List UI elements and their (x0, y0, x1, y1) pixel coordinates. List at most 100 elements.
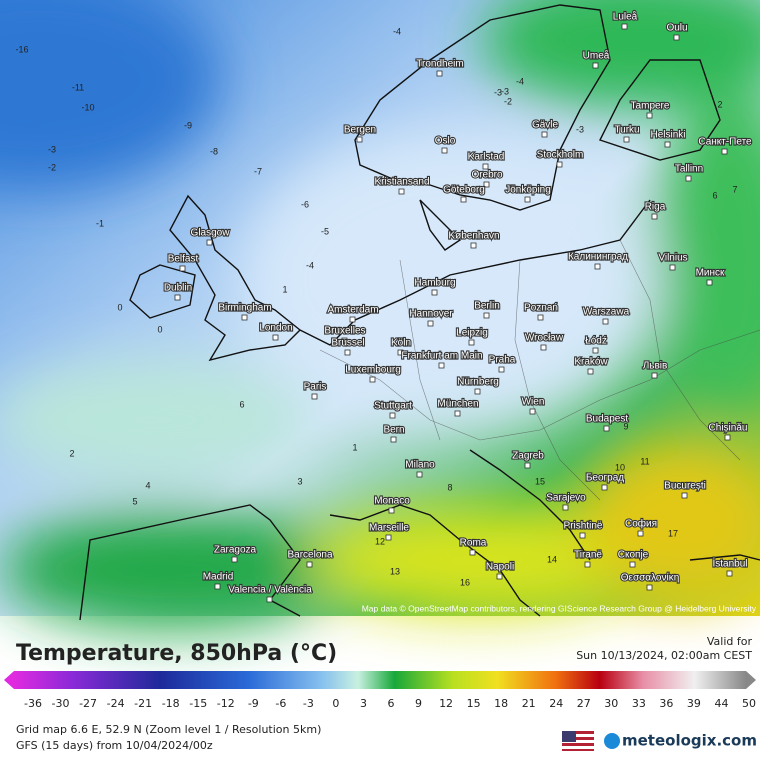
city-label: Минск (696, 268, 725, 279)
scale-bar (14, 671, 746, 689)
isotherm-label: -4 (393, 26, 401, 36)
city-label: Birmingham (218, 303, 271, 314)
isotherm-label: 10 (615, 462, 625, 472)
city-label: Tampere (631, 101, 670, 112)
city-marker (562, 504, 569, 511)
isotherm-label: 8 (447, 482, 452, 492)
city-marker (341, 337, 348, 344)
city-label: Marseille (369, 523, 409, 534)
city-marker (529, 408, 536, 415)
city-label: București (664, 481, 706, 492)
city-marker (579, 532, 586, 539)
city-label: Budapest (586, 414, 628, 425)
city-marker (537, 314, 544, 321)
scale-tick-label: 3 (360, 697, 367, 710)
city-marker (524, 462, 531, 469)
city-marker (498, 366, 505, 373)
scale-tick-label: 27 (577, 697, 591, 710)
scale-tick-label: 12 (439, 697, 453, 710)
city-marker (206, 239, 213, 246)
isotherm-label: 2 (717, 99, 722, 109)
city-marker (469, 549, 476, 556)
city-label: London (259, 323, 292, 334)
city-marker (390, 436, 397, 443)
city-label: Warszawa (583, 307, 630, 318)
scale-tick-label: -12 (217, 697, 235, 710)
city-label: Frankfurt am Main (401, 351, 482, 362)
city-marker (592, 62, 599, 69)
city-label: Łódź (585, 336, 607, 347)
city-label: Oslo (435, 136, 456, 147)
city-marker (174, 294, 181, 301)
city-label: Milano (405, 460, 435, 471)
city-marker (540, 344, 547, 351)
scale-tick-label: -24 (107, 697, 125, 710)
city-marker (369, 376, 376, 383)
city-marker (272, 334, 279, 341)
city-label: Hamburg (414, 278, 455, 289)
scale-tick-label: -9 (248, 697, 259, 710)
city-marker (685, 175, 692, 182)
valid-time: Sun 10/13/2024, 02:00am CEST (576, 649, 752, 662)
scale-tick-label: 0 (332, 697, 339, 710)
city-label: Jönköping (505, 185, 551, 196)
city-label: Zaragoza (214, 545, 257, 556)
isotherm-label: -4 (516, 76, 524, 86)
city-marker (441, 147, 448, 154)
city-label: Zagreb (512, 451, 544, 462)
city-label: Helsinki (650, 130, 685, 141)
title: Temperature, 850hPa (°C) (16, 641, 337, 666)
isotherm-label: 2 (69, 448, 74, 458)
city-label: Berlin (474, 301, 500, 312)
us-flag[interactable] (562, 731, 594, 751)
scale-tick-label: -6 (275, 697, 286, 710)
isotherm-label: 5 (132, 496, 137, 506)
city-label: Nürnberg (457, 377, 499, 388)
temperature-field (0, 0, 760, 630)
city-marker (651, 213, 658, 220)
scale-tick-label: 44 (714, 697, 728, 710)
isotherm-label: -7 (254, 166, 262, 176)
city-label: Valencia / València (228, 585, 312, 596)
city-marker (602, 318, 609, 325)
isotherm-label: -6 (301, 199, 309, 209)
isotherm-label: -3 (576, 124, 584, 134)
city-marker (438, 362, 445, 369)
map-attribution: Map data © OpenStreetMap contributors, r… (362, 603, 757, 613)
city-label: Vilnius (658, 253, 687, 264)
city-label: Oulu (666, 23, 687, 34)
city-marker (468, 339, 475, 346)
scale-tick-label: -18 (162, 697, 180, 710)
city-label: Hannover (409, 309, 453, 320)
isotherm-label: 12 (375, 536, 385, 546)
city-label: Dublin (164, 283, 192, 294)
scale-tick-label: 21 (522, 697, 536, 710)
city-label: Sarajevo (546, 493, 586, 504)
city-label: Санкт-Пете (698, 137, 752, 148)
scale-tick-label: -3 (303, 697, 314, 710)
city-marker (474, 388, 481, 395)
city-label: Tiranë (574, 550, 602, 561)
city-marker (681, 492, 688, 499)
city-label: Barcelona (287, 550, 332, 561)
city-marker (388, 507, 395, 514)
city-marker (385, 534, 392, 541)
city-label: Prishtinë (564, 521, 603, 532)
scale-tick-label: -36 (24, 697, 42, 710)
scale-tick-label: -21 (134, 697, 152, 710)
city-marker (594, 263, 601, 270)
city-marker (623, 136, 630, 143)
city-label: Napoli (486, 562, 514, 573)
isotherm-label: -9 (184, 120, 192, 130)
city-marker (646, 112, 653, 119)
isotherm-label: 0 (117, 302, 122, 312)
map: -16-11-10-9-8-7-6-5-4-4-3-3-2-1001123456… (0, 0, 760, 630)
city-marker (721, 148, 728, 155)
city-label: Poznań (524, 303, 558, 314)
brand[interactable]: meteologix.com (622, 732, 757, 750)
city-label: Monaco (374, 496, 410, 507)
city-marker (344, 349, 351, 356)
city-label: Θεσσαλονίκη (621, 572, 680, 584)
scale-tick-label: 18 (494, 697, 508, 710)
